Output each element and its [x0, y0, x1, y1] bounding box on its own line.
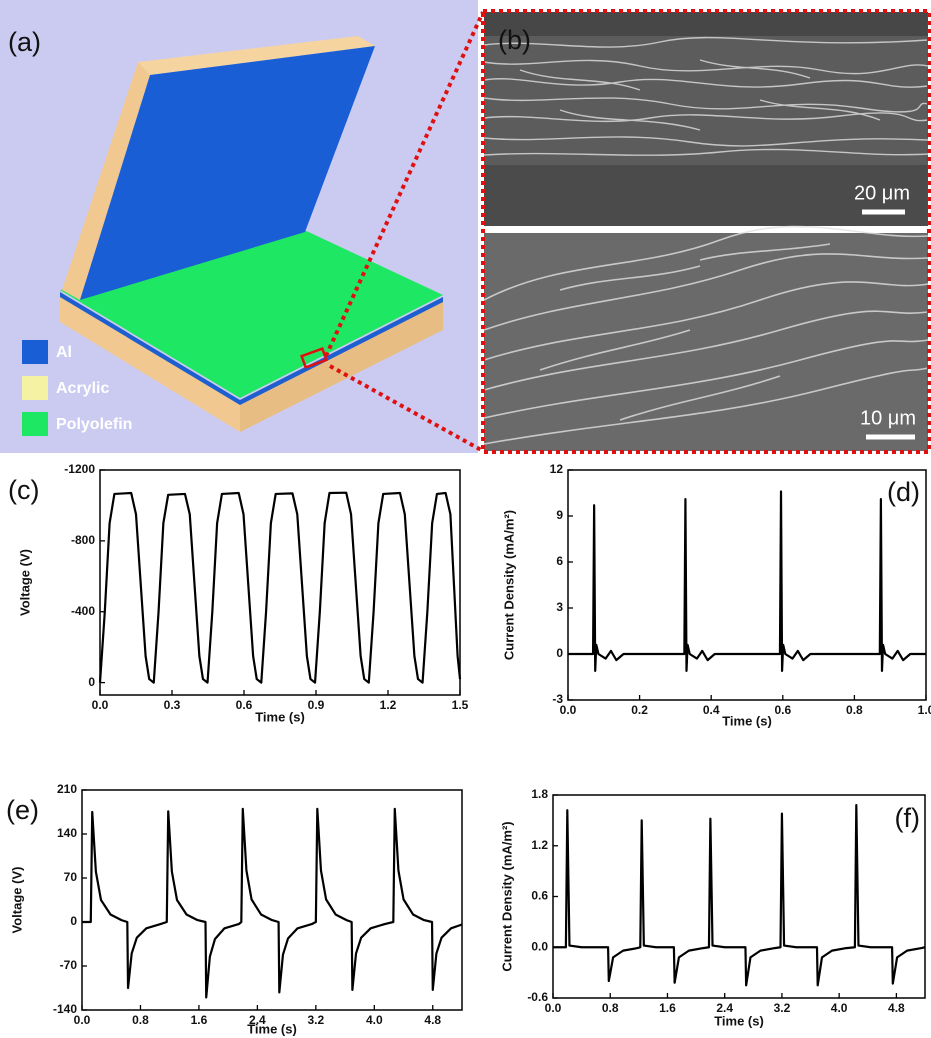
x-tick-label: 4.0: [366, 1013, 383, 1027]
x-tick-label: 4.8: [424, 1013, 441, 1027]
panel-b: 20 μm 10 μm (b): [324, 9, 931, 454]
x-tick-label: 1.6: [191, 1013, 208, 1027]
plot-frame: [81, 789, 463, 1011]
x-tick-label: 1.6: [659, 1001, 676, 1015]
plot-frame: [567, 469, 927, 701]
y-tick-label: -3: [552, 692, 563, 706]
x-tick-label: 1.5: [452, 698, 469, 712]
data-line: [568, 490, 926, 672]
lid-edge-left: [62, 62, 150, 300]
panel-label: (a): [8, 27, 41, 57]
scale-bar-label: 10 μm: [860, 407, 916, 429]
panel-a: Al Acrylic Polyolefin (a): [0, 0, 478, 453]
plot-frame: [99, 469, 461, 696]
y-tick-label: 70: [64, 870, 78, 884]
x-tick-label: 0.8: [602, 1001, 619, 1015]
panel-label: (c): [8, 475, 39, 505]
zoom-frame: [481, 9, 931, 454]
x-tick-label: 0.6: [236, 698, 253, 712]
sem-texture: [483, 225, 929, 445]
x-axis-title: Time (s): [255, 709, 305, 724]
y-tick-label: -140: [53, 1002, 77, 1016]
x-tick-label: 0.0: [545, 1001, 562, 1015]
sem-band: [484, 165, 928, 226]
y-axis-title: Voltage (V): [17, 549, 32, 616]
data-line: [82, 807, 463, 999]
legend-swatch-al: [22, 340, 48, 364]
panel-label: (d): [887, 477, 920, 507]
legend-swatch-polyolefin: [22, 412, 48, 436]
y-tick-label: 0: [556, 646, 563, 660]
sem-band: [484, 12, 928, 36]
y-tick-label: 140: [57, 826, 77, 840]
x-tick-label: 0.6: [774, 703, 791, 717]
x-tick-label: 1.2: [380, 698, 397, 712]
x-tick-label: 1.0: [918, 703, 931, 717]
lid-electrode: [80, 46, 375, 300]
sem-texture: [483, 36, 929, 156]
x-tick-label: 0.3: [164, 698, 181, 712]
legend-swatch-acrylic: [22, 376, 48, 400]
lid-edge-top: [138, 36, 375, 75]
zoom-line: [329, 364, 484, 453]
y-tick-label: 6: [556, 554, 563, 568]
x-axis-title: Time (s): [247, 1021, 297, 1036]
data-line: [98, 491, 462, 684]
y-tick-label: -0.6: [527, 990, 548, 1004]
panel-label: (e): [6, 795, 39, 825]
x-tick-label: 0.0: [74, 1013, 91, 1027]
legend-label: Al: [56, 344, 72, 361]
x-tick-label: 3.2: [308, 1013, 325, 1027]
legend-label: Polyolefin: [56, 416, 132, 433]
x-tick-label: 2.4: [716, 1001, 733, 1015]
x-tick-label: 4.0: [831, 1001, 848, 1015]
x-tick-label: 0.8: [846, 703, 863, 717]
scale-bar-label: 20 μm: [854, 182, 910, 204]
panel-label: (b): [498, 25, 531, 55]
y-tick-label: -800: [71, 533, 95, 547]
x-tick-label: 2.4: [249, 1013, 266, 1027]
data-line: [553, 804, 926, 987]
panel-label: (f): [895, 803, 920, 833]
x-tick-label: 0.4: [703, 703, 720, 717]
y-tick-label: 12: [550, 462, 564, 476]
x-axis-title: Time (s): [714, 1013, 764, 1028]
base-front-left: [60, 292, 240, 432]
legend-label: Acrylic: [56, 380, 109, 397]
y-axis-title: Current Density (mA/m²): [501, 510, 516, 660]
y-tick-label: -400: [71, 604, 95, 618]
y-tick-label: -1200: [64, 462, 95, 476]
x-tick-label: 0.0: [560, 703, 577, 717]
y-tick-label: 0: [88, 675, 95, 689]
y-tick-label: 210: [57, 782, 77, 796]
y-tick-label: 1.8: [531, 787, 548, 801]
x-tick-label: 0.0: [92, 698, 109, 712]
y-tick-label: -70: [60, 958, 78, 972]
y-tick-label: 9: [556, 508, 563, 522]
x-tick-label: 0.8: [132, 1013, 149, 1027]
x-tick-label: 4.8: [888, 1001, 905, 1015]
y-tick-label: 0.6: [531, 889, 548, 903]
y-tick-label: 0.0: [531, 939, 548, 953]
x-tick-label: 3.2: [774, 1001, 791, 1015]
base-front-right: [240, 297, 443, 432]
y-axis-title: Voltage (V): [9, 867, 24, 934]
y-tick-label: 0: [70, 914, 77, 928]
y-tick-label: 3: [556, 600, 563, 614]
y-tick-label: 1.2: [531, 838, 548, 852]
x-tick-label: 0.9: [308, 698, 325, 712]
x-tick-label: 0.2: [631, 703, 648, 717]
x-axis-title: Time (s): [722, 713, 772, 728]
zoom-line: [324, 11, 485, 357]
zoom-box: [300, 346, 328, 370]
y-axis-title: Current Density (mA/m²): [499, 821, 514, 971]
